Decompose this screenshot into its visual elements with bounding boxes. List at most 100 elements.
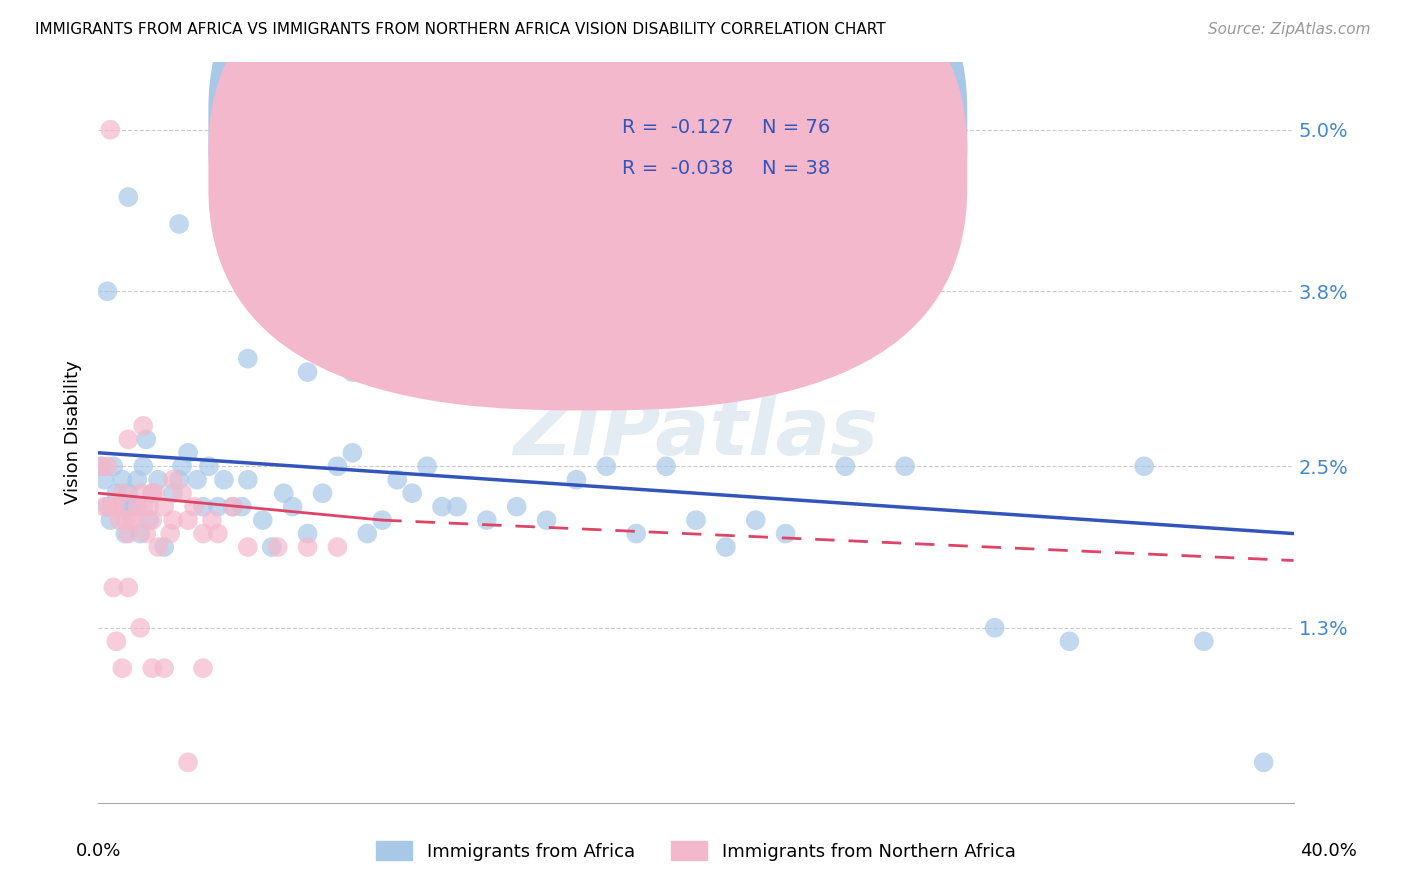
Point (114, 513, 136, 527)
Point (326, 540, 349, 554)
Point (385, 473, 409, 487)
Point (117, 486, 139, 500)
Point (162, 473, 184, 487)
Point (120, 513, 142, 527)
Point (775, 526, 797, 541)
Point (96, 285, 118, 299)
Point (191, 500, 214, 514)
Point (103, 500, 125, 514)
Point (132, 500, 155, 514)
Point (153, 661, 176, 675)
Point (98, 513, 122, 527)
Point (191, 526, 214, 541)
Point (430, 500, 453, 514)
Point (1253, 756, 1275, 770)
Point (90, 459, 112, 474)
Point (1059, 634, 1081, 648)
Point (252, 513, 274, 527)
Point (90, 459, 112, 474)
Y-axis label: Vision Disability: Vision Disability (65, 360, 83, 505)
Point (401, 486, 423, 500)
Point (745, 513, 768, 527)
Point (124, 513, 146, 527)
Point (1133, 459, 1156, 474)
Point (198, 459, 221, 474)
Point (117, 433, 139, 447)
Point (595, 459, 617, 474)
Point (105, 634, 128, 648)
Point (894, 459, 917, 474)
Point (117, 581, 139, 595)
Text: Source: ZipAtlas.com: Source: ZipAtlas.com (1208, 22, 1371, 37)
Legend: Immigrants from Africa, Immigrants from Northern Africa: Immigrants from Africa, Immigrants from … (370, 834, 1022, 868)
Point (297, 526, 319, 541)
Point (129, 486, 152, 500)
Point (143, 486, 166, 500)
Point (111, 486, 134, 500)
Text: R =  -0.127: R = -0.127 (621, 118, 734, 137)
Text: R =  -0.038: R = -0.038 (621, 159, 734, 178)
Point (984, 621, 1007, 635)
Point (132, 459, 155, 474)
Point (103, 581, 125, 595)
Point (260, 540, 283, 554)
Point (172, 459, 194, 474)
Text: IMMIGRANTS FROM AFRICA VS IMMIGRANTS FROM NORTHERN AFRICA VISION DISABILITY CORR: IMMIGRANTS FROM AFRICA VS IMMIGRANTS FRO… (35, 22, 886, 37)
Point (141, 661, 163, 675)
Point (167, 473, 190, 487)
Text: N = 38: N = 38 (762, 159, 830, 178)
Point (201, 513, 224, 527)
Point (581, 203, 603, 218)
Point (685, 513, 707, 527)
Point (207, 526, 229, 541)
Point (159, 526, 181, 541)
Point (236, 540, 259, 554)
Point (222, 500, 245, 514)
Point (177, 446, 200, 460)
Point (127, 500, 149, 514)
Text: N = 76: N = 76 (762, 118, 830, 137)
Text: 40.0%: 40.0% (1301, 842, 1357, 860)
FancyBboxPatch shape (541, 85, 876, 203)
Point (114, 526, 136, 541)
Point (141, 513, 163, 527)
Point (93, 500, 115, 514)
Point (416, 459, 439, 474)
Point (108, 513, 131, 527)
Point (177, 756, 200, 770)
Point (153, 500, 176, 514)
Point (342, 365, 364, 379)
Point (111, 473, 134, 487)
Point (117, 190, 139, 204)
Point (297, 540, 319, 554)
Point (506, 500, 529, 514)
Point (626, 526, 648, 541)
Point (236, 473, 259, 487)
Point (135, 433, 157, 447)
Point (834, 270, 856, 285)
Point (129, 621, 152, 635)
Point (141, 486, 163, 500)
Point (177, 513, 200, 527)
Text: ZIPatlas: ZIPatlas (513, 393, 879, 472)
Point (834, 459, 856, 474)
Point (356, 526, 378, 541)
Point (108, 500, 131, 514)
Point (172, 486, 194, 500)
Point (252, 217, 274, 231)
Point (183, 500, 205, 514)
Point (894, 285, 917, 299)
Point (536, 513, 558, 527)
Point (273, 486, 295, 500)
Point (167, 217, 190, 231)
Point (371, 513, 394, 527)
Text: 0.0%: 0.0% (76, 842, 121, 860)
Point (186, 473, 208, 487)
Point (267, 540, 290, 554)
Point (475, 513, 498, 527)
Point (207, 500, 229, 514)
Point (135, 526, 157, 541)
Point (138, 500, 160, 514)
Point (236, 351, 259, 366)
Point (132, 418, 155, 433)
